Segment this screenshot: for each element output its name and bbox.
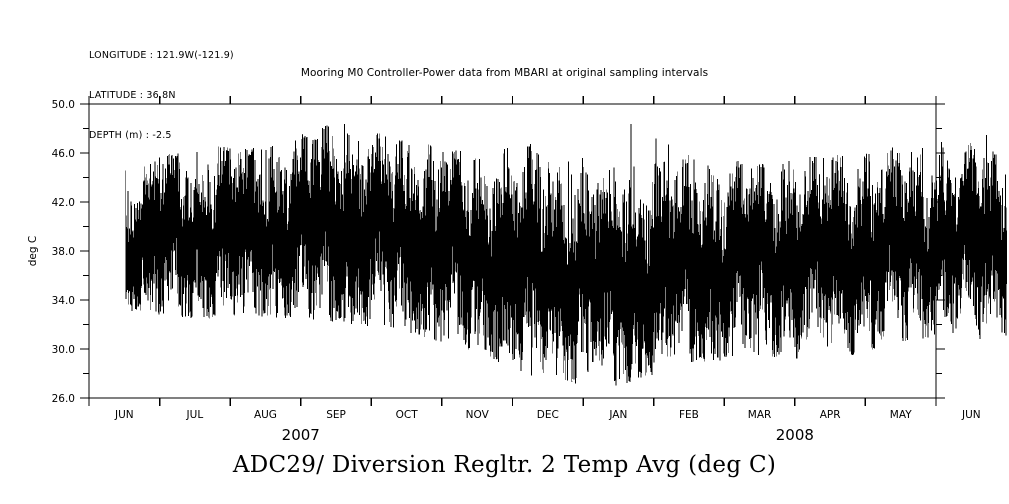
y-tick-label: 46.0 [52,148,75,160]
x-tick-label: JAN [608,409,627,421]
y-tick-label: 26.0 [52,393,75,405]
y-tick-label: 50.0 [52,99,75,111]
station-metadata: LONGITUDE : 121.9W(-121.9) LATITUDE : 36… [89,23,234,155]
x-tick-label: SEP [326,409,346,421]
tick-label-group: 26.0 30.0 34.0 38.0 42.0 46.0 50.0 deg C JUN JUL A… [27,99,981,444]
x-tick-label: AUG [254,409,277,421]
longitude-text: LONGITUDE : 121.9W(-121.9) [89,50,234,62]
y-axis-title: deg C [27,236,39,266]
x-tick-label: JUN [114,409,134,421]
x-tick-label: OCT [396,409,419,421]
x-tick-label: MAR [748,409,772,421]
y-tick-label: 38.0 [52,246,75,258]
y-tick-label: 42.0 [52,197,75,209]
y-tick-label: 30.0 [52,344,75,356]
x-tick-label: NOV [466,409,490,421]
x-tick-label: DEC [537,409,559,421]
x-tick-label: MAY [890,409,912,421]
depth-text: DEPTH (m) : -2.5 [89,129,172,141]
chart-subtitle: Mooring M0 Controller-Power data from MB… [300,67,709,79]
x-tick-label: JUL [186,409,204,421]
chart-caption: ADC29/ Diversion Regltr. 2 Temp Avg (deg… [232,452,777,478]
x-year-label: 2007 [282,426,320,444]
series-path-group [125,123,1008,386]
x-tick-label: APR [820,409,841,421]
axes-group [80,96,945,406]
latitude-text: LATITUDE : 36.8N [89,90,176,102]
x-tick-label: FEB [679,409,699,421]
y-tick-label: 34.0 [52,295,75,307]
x-year-label: 2008 [776,426,814,444]
x-tick-label: JUN [961,409,981,421]
